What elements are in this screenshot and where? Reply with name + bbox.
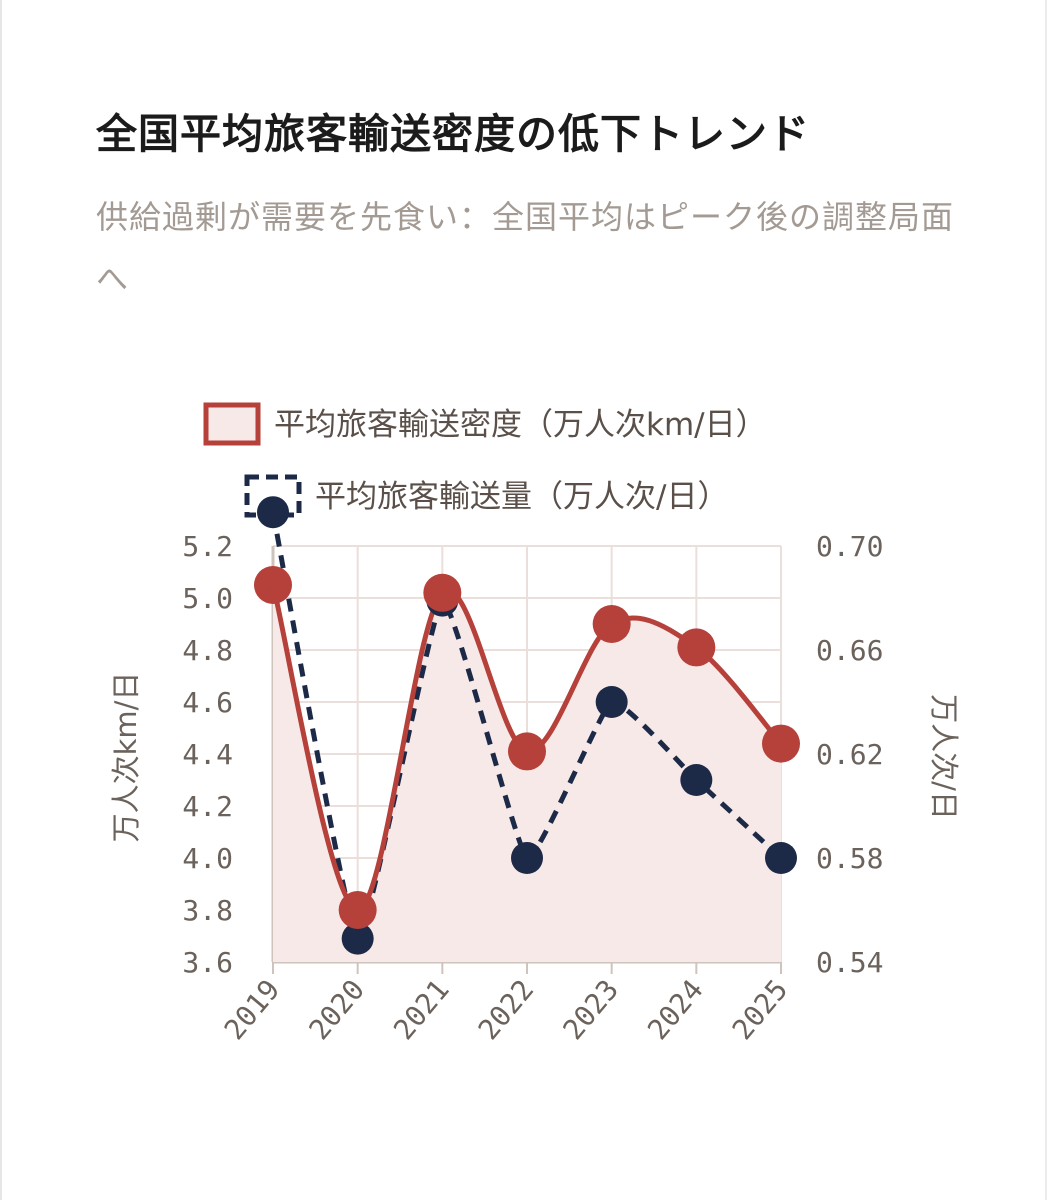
left-tick-label: 4.4 bbox=[182, 738, 233, 771]
x-tick-label-2025: 2025 bbox=[726, 973, 795, 1046]
density-points bbox=[254, 566, 800, 929]
legend: 平均旅客輸送密度（万人次km/日） 平均旅客輸送量（万人次/日） bbox=[203, 402, 767, 518]
left-tick-label: 3.8 bbox=[182, 894, 233, 927]
page-left-rule bbox=[0, 0, 2, 1200]
right-tick-label: 0.62 bbox=[816, 738, 883, 771]
x-tick-label-2024: 2024 bbox=[641, 973, 710, 1046]
density-point-2021[interactable] bbox=[423, 573, 462, 612]
x-tick-label-2020: 2020 bbox=[302, 973, 371, 1046]
density-point-2019[interactable] bbox=[254, 566, 292, 604]
x-tick-label-2022: 2022 bbox=[472, 973, 541, 1046]
left-tick-label: 4.8 bbox=[182, 634, 233, 667]
left-tick-label: 3.6 bbox=[182, 946, 233, 979]
volume-point-2022[interactable] bbox=[511, 842, 543, 874]
page-right-rule bbox=[1045, 0, 1047, 1200]
legend-density-label[interactable]: 平均旅客輸送密度（万人次km/日） bbox=[274, 407, 767, 443]
x-tick-label-2021: 2021 bbox=[387, 973, 456, 1046]
x-tick-label-2023: 2023 bbox=[556, 973, 625, 1046]
volume-point-2024[interactable] bbox=[680, 764, 713, 796]
volume-point-2019[interactable] bbox=[257, 496, 289, 529]
volume-point-2023[interactable] bbox=[595, 686, 628, 718]
legend-density-swatch[interactable] bbox=[203, 402, 261, 446]
right-tick-label: 0.70 bbox=[816, 530, 883, 563]
left-tick-label: 4.0 bbox=[182, 842, 233, 875]
density-point-2025[interactable] bbox=[762, 724, 800, 763]
right-tick-label: 0.66 bbox=[816, 634, 883, 667]
density-line bbox=[270, 584, 783, 913]
density-point-2024[interactable] bbox=[677, 628, 716, 667]
chart-subtitle: 供給過剰が需要を先食い：全国平均はピーク後の調整局面へ bbox=[96, 198, 955, 298]
left-axis-ticks: 5.2 5.0 4.8 4.6 4.4 4.2 4.0 3.8 3.6 bbox=[182, 530, 233, 979]
x-axis-ticks: 2019 2020 2021 2022 2023 2024 2025 bbox=[218, 973, 795, 1046]
right-axis-title: 万人次/日 bbox=[927, 694, 961, 820]
left-tick-label: 5.0 bbox=[182, 582, 233, 615]
x-tick-label-2019: 2019 bbox=[218, 973, 287, 1046]
left-tick-label: 4.2 bbox=[182, 790, 233, 823]
volume-points bbox=[257, 496, 797, 955]
legend-volume-label[interactable]: 平均旅客輸送量（万人次/日） bbox=[315, 479, 728, 515]
left-tick-label: 5.2 bbox=[182, 530, 233, 563]
density-point-2022[interactable] bbox=[508, 732, 546, 771]
volume-point-2020[interactable] bbox=[341, 922, 374, 955]
right-tick-label: 0.54 bbox=[816, 946, 883, 979]
volume-point-2025[interactable] bbox=[765, 842, 797, 874]
density-point-2023[interactable] bbox=[592, 605, 631, 643]
left-tick-label: 4.6 bbox=[182, 686, 233, 719]
density-point-2020[interactable] bbox=[338, 891, 377, 929]
right-axis-ticks: 0.70 0.66 0.62 0.58 0.54 bbox=[816, 530, 883, 979]
left-axis-title: 万人次km/日 bbox=[109, 672, 143, 843]
density-area bbox=[273, 585, 781, 962]
chart-title: 全国平均旅客輸送密度の低下トレンド bbox=[96, 110, 810, 158]
right-tick-label: 0.58 bbox=[816, 842, 883, 875]
